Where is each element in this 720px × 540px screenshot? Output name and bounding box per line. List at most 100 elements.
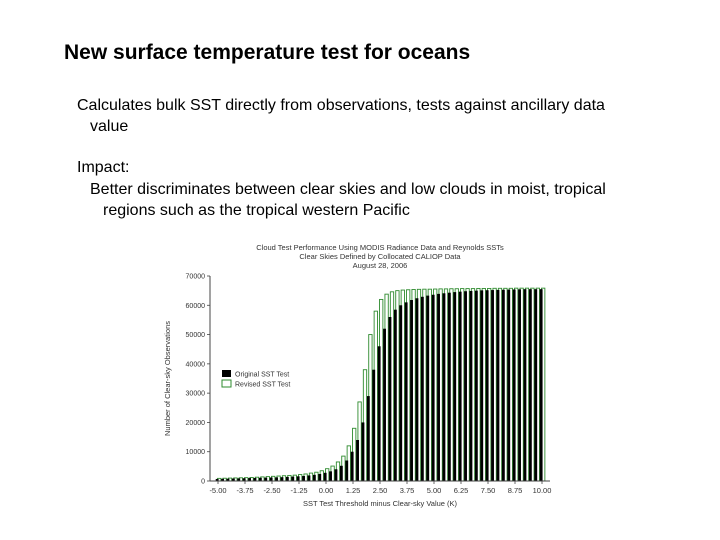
bar-original <box>458 291 462 481</box>
bar-original <box>231 478 235 481</box>
bar-original <box>453 292 457 481</box>
bar-original <box>534 289 538 481</box>
bar-original <box>431 294 435 481</box>
bar-original <box>264 477 268 481</box>
bar-original <box>404 302 408 481</box>
bar-original <box>280 477 284 481</box>
bar-original <box>334 469 338 481</box>
x-tick-label: -5.00 <box>209 486 226 495</box>
bullet-calculates-line1: Calculates bulk SST directly from observ… <box>77 97 605 114</box>
bullet-impact-detail: Better discriminates between clear skies… <box>90 179 690 221</box>
bar-original <box>366 396 370 481</box>
bar-original <box>372 369 376 481</box>
x-tick-label: 10.00 <box>533 486 552 495</box>
x-tick-label: 7.50 <box>481 486 496 495</box>
bar-original <box>285 476 289 481</box>
legend-label-original: Original SST Test <box>235 372 289 379</box>
bar-original <box>464 291 467 481</box>
bar-original <box>512 289 516 481</box>
bar-original <box>275 477 278 481</box>
bar-original <box>307 475 311 481</box>
bar-original <box>248 478 251 481</box>
bar-original <box>258 477 262 481</box>
y-tick-label: 60000 <box>186 303 206 310</box>
bar-original <box>356 440 359 481</box>
bar-original <box>507 289 511 481</box>
x-tick-label: -2.50 <box>263 486 280 495</box>
x-tick-label: 1.25 <box>346 486 361 495</box>
bar-original <box>377 346 381 481</box>
x-tick-label: -3.75 <box>236 486 253 495</box>
x-axis-title: SST Test Threshold minus Clear-sky Value… <box>303 499 458 508</box>
bar-original <box>253 477 257 481</box>
bullet-calculates: Calculates bulk SST directly from observ… <box>77 95 697 137</box>
bar-original <box>339 465 343 481</box>
bar-original <box>426 295 430 481</box>
y-tick-label: 0 <box>201 479 205 486</box>
bar-original <box>350 451 354 481</box>
bar-original <box>323 472 327 481</box>
chart-ticks: 0 10000 20000 30000 40000 50000 60000 70000 -5.0… <box>186 274 552 496</box>
bullet-impact-line2: regions such as the tropical western Pac… <box>103 202 410 219</box>
bar-original <box>215 478 219 481</box>
bar-original <box>361 422 365 481</box>
bar-original <box>345 460 349 481</box>
bar-original <box>518 289 521 481</box>
y-tick-label: 30000 <box>186 391 206 398</box>
chart-title-line: Clear Skies Defined by Collocated CALIOP… <box>299 252 461 261</box>
bar-original <box>539 289 543 481</box>
x-tick-label: -1.25 <box>290 486 307 495</box>
bar-original <box>302 476 305 481</box>
x-tick-label: 3.75 <box>400 486 415 495</box>
bar-original <box>388 317 392 481</box>
y-tick-label: 40000 <box>186 361 206 368</box>
x-tick-label: 8.75 <box>508 486 523 495</box>
bar-original <box>442 293 446 481</box>
bar-original <box>447 292 451 481</box>
bar-original <box>226 478 230 481</box>
bar-original <box>399 305 403 481</box>
slide-title: New surface temperature test for oceans <box>64 41 471 64</box>
chart-title: Cloud Test Performance Using MODIS Radia… <box>256 243 504 270</box>
bar-original <box>485 290 489 481</box>
bullet-impact-heading: Impact: <box>77 159 130 176</box>
bar-original <box>221 478 224 481</box>
bar-original <box>291 476 295 481</box>
bar-original <box>496 289 500 481</box>
bar-original <box>312 474 316 481</box>
chart-title-line: August 28, 2006 <box>353 261 408 270</box>
y-tick-label: 70000 <box>186 274 206 281</box>
chart-legend: Original SST Test Revised SST Test <box>221 370 290 389</box>
bar-original <box>415 298 419 481</box>
bar-original <box>329 471 332 481</box>
legend-swatch-revised <box>221 379 232 388</box>
y-tick-label: 10000 <box>186 449 206 456</box>
bullet-calculates-line2: value <box>90 118 129 135</box>
x-tick-label: 5.00 <box>427 486 442 495</box>
bar-original <box>491 290 494 481</box>
bar-original <box>523 289 527 481</box>
chart-title-line: Cloud Test Performance Using MODIS Radia… <box>256 243 504 252</box>
bar-original <box>237 478 241 481</box>
bullet-impact-line1: Better discriminates between clear skies… <box>90 181 606 198</box>
x-tick-label: 2.50 <box>373 486 388 495</box>
bar-original <box>242 478 246 481</box>
bar-original <box>469 290 473 481</box>
y-tick-label: 20000 <box>186 420 206 427</box>
chart-bars <box>215 287 546 482</box>
x-tick-label: 6.25 <box>454 486 469 495</box>
bar-original <box>318 473 322 481</box>
bar-original <box>528 289 532 481</box>
bar-original <box>437 293 440 481</box>
legend-label-revised: Revised SST Test <box>235 382 290 389</box>
sst-threshold-chart: Cloud Test Performance Using MODIS Radia… <box>163 243 552 508</box>
bar-original <box>501 289 505 481</box>
bar-original <box>410 300 413 481</box>
y-axis-title: Number of Clear-sky Observations <box>163 321 172 436</box>
x-tick-label: 0.00 <box>319 486 334 495</box>
bar-original <box>420 296 424 481</box>
bar-original <box>383 328 386 481</box>
bar-original <box>480 290 484 481</box>
legend-swatch-original <box>222 370 231 377</box>
bar-original <box>393 309 397 481</box>
